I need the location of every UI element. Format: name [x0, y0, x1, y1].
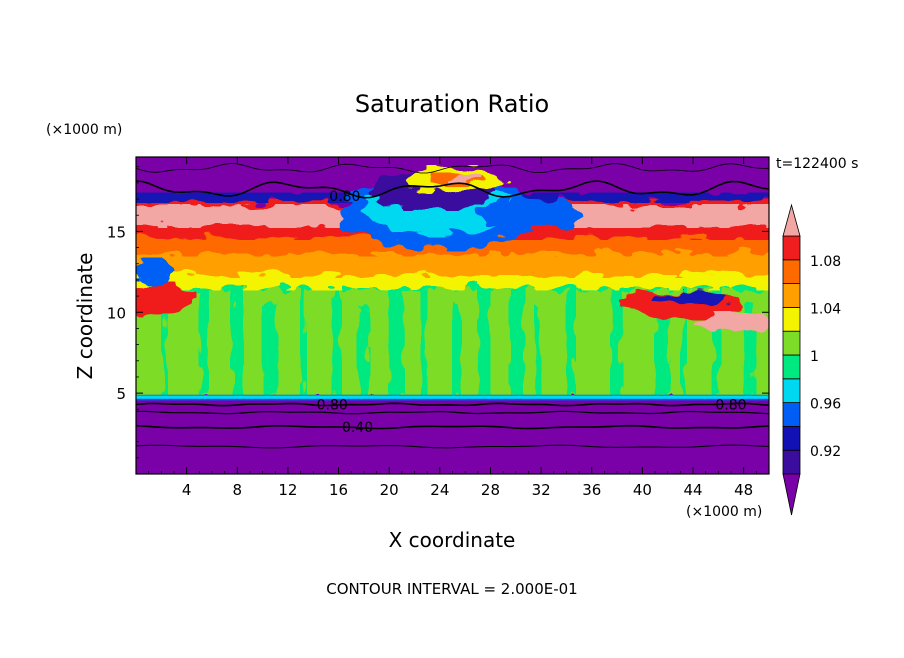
contour-lines [136, 163, 769, 449]
streak-0.98-1.00 [680, 288, 687, 397]
x-tick-label: 28 [481, 481, 500, 499]
x-unit-label: (×1000 m) [686, 504, 762, 520]
streak-0.98-1.00 [477, 288, 490, 397]
saturation-field [136, 157, 769, 474]
contour-0.80-upper [136, 180, 769, 199]
colorbar-label: 0.92 [810, 444, 841, 460]
streak-0.98-1.00 [161, 304, 168, 397]
y-axis-title: Z coordinate [73, 253, 97, 380]
colorbar-swatch [782, 354, 801, 380]
x-axis-title: X coordinate [389, 528, 516, 552]
colorbar-swatch [782, 259, 801, 284]
patch-right-blue [655, 289, 732, 306]
contour-label: 0.40 [342, 420, 373, 436]
band-0.96-0.98 [136, 395, 769, 399]
x-tick-label: 32 [532, 481, 551, 499]
contour-label: 0.80 [317, 397, 348, 413]
x-tick-label: 4 [182, 481, 192, 499]
patch-right-pink [693, 312, 769, 332]
streak-0.98-1.00 [332, 271, 342, 397]
x-tick-label: 40 [633, 481, 652, 499]
colorbar-swatch [782, 378, 801, 403]
y-tick-label: 15 [107, 223, 126, 241]
y-unit-label: (×1000 m) [46, 122, 122, 138]
colorbar-label: 1.04 [810, 301, 841, 317]
time-label: t=122400 s [776, 156, 858, 172]
colorbar-swatch [782, 306, 801, 332]
streak-0.98-1.00 [199, 288, 209, 397]
streak-0.98-1.00 [230, 271, 243, 397]
x-tick-label: 36 [582, 481, 601, 499]
contour-interval-footer: CONTOUR INTERVAL = 2.000E-01 [326, 580, 577, 598]
streak-0.98-1.00 [300, 288, 307, 397]
colorbar-swatch [782, 235, 801, 261]
colorbar-label: 1.08 [810, 254, 841, 270]
patch-left-blue [136, 258, 174, 285]
plot-area [136, 157, 769, 474]
streak-0.98-1.00 [389, 288, 405, 397]
streak-0.98-1.00 [509, 271, 525, 397]
y-tick-label: 5 [116, 385, 126, 403]
contour-0.60-upper [136, 163, 769, 174]
colorbar-swatch [782, 283, 801, 308]
y-tick-label: 10 [107, 304, 126, 322]
streak-0.98-1.00 [452, 304, 462, 397]
patch-left-red [136, 283, 193, 316]
x-tick-label: 48 [734, 481, 753, 499]
patch-over-top [449, 173, 481, 183]
colorbar: 0.92 0.96 1 1.04 1.08 [782, 203, 841, 516]
x-tick-label: 16 [329, 481, 348, 499]
colorbar-swatch [782, 402, 801, 427]
streak-0.98-1.00 [712, 271, 722, 397]
streak-0.98-1.00 [262, 304, 278, 397]
streak-0.98-1.00 [655, 304, 671, 397]
contour-0.80-lower [136, 402, 769, 407]
colorbar-label: 1 [810, 349, 819, 365]
streak-0.98-1.00 [610, 271, 623, 397]
colorbar-swatch [782, 330, 801, 356]
streak-0.98-1.00 [534, 304, 541, 397]
colorbar-label: 0.96 [810, 397, 841, 413]
streak-0.98-1.00 [420, 271, 427, 397]
contour-0.20 [136, 444, 769, 449]
contour-0.60 [136, 410, 769, 415]
streak-0.98-1.00 [357, 304, 370, 397]
x-tick-label: 8 [233, 481, 243, 499]
x-axis-ticks: 4 8 12 16 20 24 28 32 36 40 44 48 [148, 157, 757, 499]
patch-0.94-0.96-b [477, 199, 580, 232]
y-axis-ticks: 5 10 15 [107, 166, 769, 459]
contour-0.40 [136, 424, 769, 430]
colorbar-over-arrow [782, 203, 801, 237]
colorbar-swatch [782, 449, 801, 475]
x-tick-label: 20 [380, 481, 399, 499]
chart-title: Saturation Ratio [355, 90, 549, 118]
colorbar-under-arrow [782, 473, 801, 516]
x-tick-label: 44 [683, 481, 702, 499]
x-tick-label: 12 [278, 481, 297, 499]
colorbar-swatch [782, 425, 801, 451]
contour-label: 0.80 [715, 397, 746, 413]
contour-labels: 0.80 0.80 0.80 0.40 [317, 189, 747, 436]
streak-0.98-1.00 [566, 288, 576, 397]
contour-label: 0.80 [329, 189, 360, 205]
x-tick-label: 24 [430, 481, 449, 499]
